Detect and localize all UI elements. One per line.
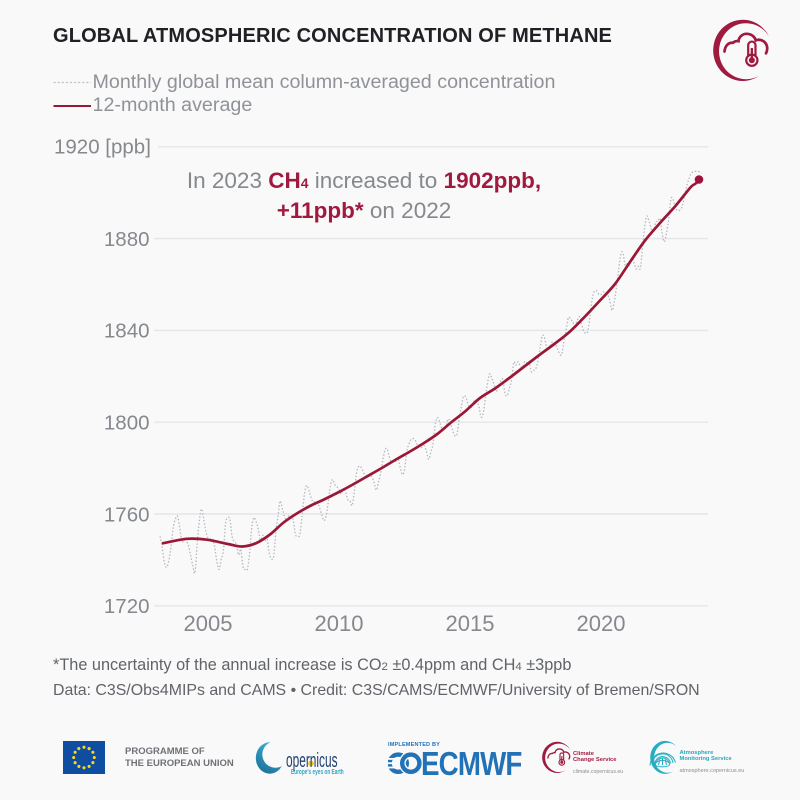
svg-text:2020: 2020 (577, 611, 626, 636)
svg-text:2005: 2005 (184, 611, 233, 636)
svg-text:1800: 1800 (104, 412, 150, 435)
svg-text:1840: 1840 (104, 320, 150, 343)
svg-text:1880: 1880 (104, 228, 150, 251)
svg-text:1920 [ppb]: 1920 [ppb] (54, 136, 151, 159)
svg-text:1720: 1720 (104, 595, 150, 618)
svg-text:1760: 1760 (104, 503, 150, 526)
svg-text:2015: 2015 (446, 611, 495, 636)
svg-text:2010: 2010 (315, 611, 364, 636)
